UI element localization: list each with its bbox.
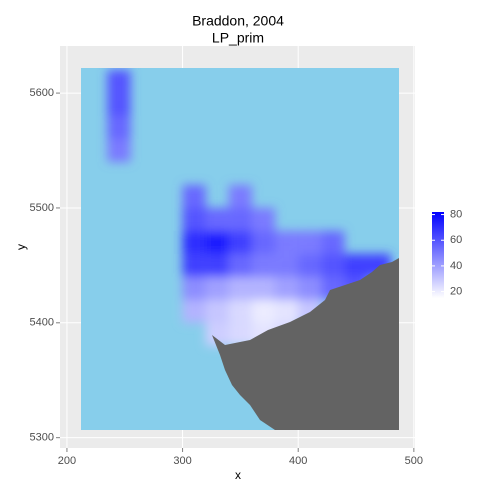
y-tick-label: 5600	[30, 87, 54, 99]
raster-cell	[228, 230, 252, 254]
raster-cell	[228, 276, 252, 300]
raster-cell	[228, 299, 252, 323]
raster-cell	[205, 230, 229, 254]
colorbar-label: 20	[450, 285, 462, 297]
raster-cell	[321, 230, 345, 254]
x-axis-label: x	[235, 468, 241, 482]
colorbar-label: 40	[450, 260, 462, 272]
raster-cell	[107, 139, 131, 163]
x-tick-label: 400	[289, 455, 307, 467]
raster-cell	[275, 253, 299, 277]
raster-cell	[182, 276, 206, 300]
raster-cell	[228, 322, 252, 346]
x-tick-label: 500	[405, 455, 423, 467]
raster-cell	[228, 184, 252, 208]
raster-cell	[107, 93, 131, 117]
land	[212, 258, 399, 430]
raster-cell	[205, 276, 229, 300]
colorbar-label: 60	[450, 234, 462, 246]
x-tick-label: 300	[173, 455, 191, 467]
raster-cell	[298, 253, 322, 277]
raster-cell	[182, 230, 206, 254]
raster-cell	[251, 299, 276, 323]
raster-cell	[182, 253, 206, 277]
raster-cell	[298, 276, 322, 300]
raster-cell	[251, 207, 276, 231]
raster-cell	[251, 253, 276, 277]
raster-cell	[107, 116, 131, 140]
chart-title: Braddon, 2004	[192, 13, 284, 29]
raster-cell	[205, 322, 229, 346]
raster-cell	[228, 253, 252, 277]
y-tick-label: 5300	[30, 432, 54, 444]
colorbar-label: 80	[450, 208, 462, 220]
y-tick-label: 5500	[30, 202, 54, 214]
raster-cell	[344, 253, 368, 277]
raster-cell	[275, 276, 299, 300]
raster-cell	[275, 299, 299, 323]
x-tick-label: 200	[58, 455, 76, 467]
raster-cell	[205, 299, 229, 323]
raster-cell	[107, 70, 131, 94]
raster-cell	[205, 207, 229, 231]
chart-subtitle: LP_prim	[212, 30, 264, 46]
raster-cell	[182, 207, 206, 231]
raster-cell	[205, 253, 229, 277]
y-tick-label: 5400	[30, 317, 54, 329]
raster-cell	[251, 276, 276, 300]
raster-cell	[182, 299, 206, 323]
raster-cell	[275, 230, 299, 254]
raster-cell	[228, 207, 252, 231]
raster-cell	[251, 230, 276, 254]
raster-cell	[298, 230, 322, 254]
colorbar	[432, 212, 444, 298]
y-axis-label: y	[14, 244, 28, 250]
raster-cell	[182, 184, 206, 208]
raster-cell	[321, 253, 345, 277]
